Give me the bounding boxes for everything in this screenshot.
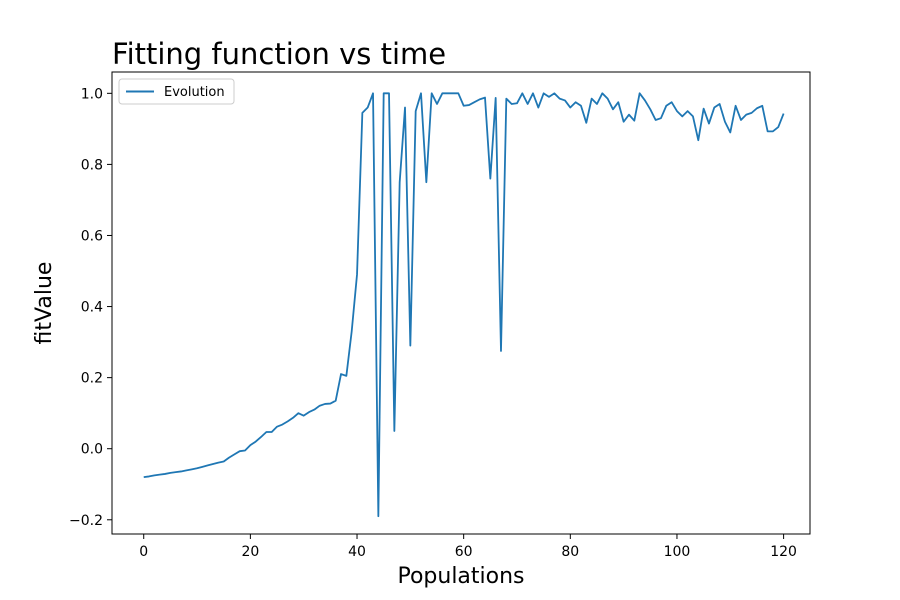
legend-label: Evolution: [164, 85, 225, 100]
plot-frame: [111, 71, 811, 535]
plot-area: 0 20 40 60 80 100 120 −0.2 0.0 0.2 0.4 0.6 0.8 1.0: [69, 71, 811, 560]
x-tick-label: 100: [664, 544, 691, 560]
x-tick-label: 20: [241, 544, 259, 560]
x-tick-label: 120: [770, 544, 797, 560]
x-axis: 0 20 40 60 80 100 120: [139, 534, 797, 560]
x-tick-label: 0: [139, 544, 148, 560]
series-line-evolution: [143, 92, 785, 518]
x-tick-label: 40: [348, 544, 366, 560]
x-axis-title: Populations: [397, 564, 524, 589]
y-tick-label: 0.8: [81, 157, 103, 173]
y-tick-label: −0.2: [69, 513, 103, 529]
y-tick-label: 0.4: [81, 300, 103, 316]
y-tick-label: 0.0: [81, 442, 103, 458]
y-axis: −0.2 0.0 0.2 0.4 0.6 0.8 1.0: [69, 86, 112, 529]
chart-title: Fitting function vs time: [112, 37, 446, 71]
y-tick-label: 0.6: [81, 228, 103, 244]
y-tick-label: 1.0: [81, 86, 103, 102]
legend: Evolution: [118, 78, 235, 105]
x-tick-label: 80: [561, 544, 579, 560]
y-tick-label: 0.2: [81, 371, 103, 387]
y-axis-title: fitValue: [32, 262, 57, 345]
x-tick-label: 60: [455, 544, 473, 560]
legend-box: [118, 78, 235, 105]
